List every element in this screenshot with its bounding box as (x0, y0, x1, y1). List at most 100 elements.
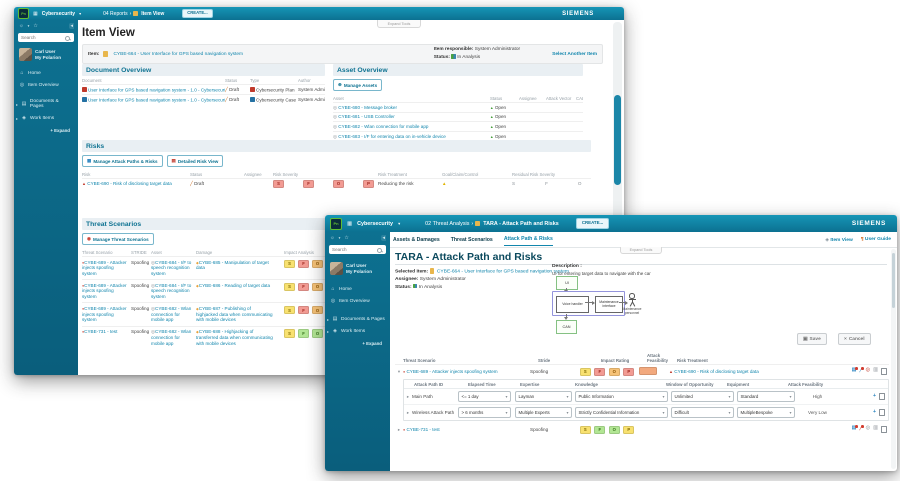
app-switcher[interactable]: Cybersecurity (41, 10, 76, 17)
column-header[interactable]: Goal/Claim/Control (442, 172, 479, 177)
asset-link[interactable]: CYBE-681 - USB Controller (338, 114, 395, 120)
asset-link[interactable]: CYBE-684 - I/F to speech recognition sys… (151, 282, 192, 300)
column-header[interactable]: Status (190, 172, 203, 177)
window-of-opportunity-select[interactable]: Difficult ▾ (671, 407, 734, 419)
column-header[interactable]: Attack Vector (546, 96, 572, 101)
target-icon[interactable]: ◎ (865, 425, 871, 432)
item-link[interactable]: CYBE-664 - User Interface for GPS based … (113, 51, 244, 57)
asset-link[interactable]: CYBE-683 - I/F for entering data on in-v… (338, 133, 446, 139)
diagram-maintenance-interface-box[interactable]: Maintenance interface (595, 296, 623, 313)
column-header[interactable]: CAL (576, 96, 583, 101)
sidebar-item-item-overview[interactable]: ◎ Item Overview (325, 295, 390, 307)
column-header[interactable]: Attack Path ID (414, 382, 444, 388)
sidebar-item-work-items[interactable]: ▸ ◈ Work Items (325, 325, 390, 337)
tab-assets-damages[interactable]: Assets & Damages (393, 236, 440, 243)
column-header[interactable]: Risk Severity (273, 172, 299, 177)
column-header[interactable]: Author (298, 78, 311, 83)
collapse-row-icon[interactable]: ▾ (397, 368, 401, 374)
edit-icon[interactable]: ╱ (859, 366, 865, 374)
manage-threat-scenarios-button[interactable]: ◉ Manage Threat Scenarios (82, 233, 154, 245)
expander-icon[interactable]: ▸ (16, 115, 19, 121)
column-header[interactable]: Risk Treatment (378, 172, 407, 177)
column-header[interactable]: Status (225, 78, 238, 83)
damage-link[interactable]: CYBE-687 - Publishing of highjacked data… (196, 305, 273, 323)
column-header[interactable]: Assignee (519, 96, 537, 101)
manage-assets-button[interactable]: ⊕ Manage Assets (333, 79, 383, 91)
expand-tools-tab[interactable]: Expand Tools (377, 20, 421, 28)
equipment-select[interactable]: MultipleBespoke ▾ (737, 407, 795, 419)
cancel-button[interactable]: × Cancel (838, 333, 871, 345)
expander-icon[interactable]: ▸ (327, 328, 330, 334)
gear-icon[interactable]: ☼ (19, 23, 24, 29)
column-header[interactable]: Risk Treatment (677, 358, 708, 364)
expander-icon[interactable]: ▸ (397, 426, 401, 432)
column-header[interactable]: Threat Scenario (82, 250, 113, 255)
column-header[interactable]: Equipment (727, 382, 750, 388)
column-header[interactable]: Attack Feasibility (787, 382, 824, 388)
selected-item-link[interactable]: CYBE-664 - User Interface for GPS based … (436, 269, 569, 275)
column-header[interactable]: Window of Opportunity (666, 382, 714, 388)
damage-link[interactable]: CYBE-685 - Manipulation of target data (196, 259, 269, 271)
threat-link[interactable]: CYBE-689 - Attacker injects spoofing sys… (82, 282, 127, 300)
caret-icon[interactable]: ▾ (27, 24, 30, 28)
delete-icon[interactable] (881, 368, 887, 376)
breadcrumb-group[interactable]: 02 Threat Analysis (425, 220, 470, 227)
diagram-can-box[interactable]: CAN (556, 320, 577, 334)
sidebar-item-work-items[interactable]: ▸ ◈ Work Items (14, 112, 78, 124)
column-header[interactable]: STRIDE (131, 250, 147, 255)
polarion-logo-icon[interactable]: Pn (18, 8, 29, 19)
column-header[interactable]: Asset (333, 96, 344, 101)
diagram-voice-handler-box[interactable]: Voice handler (556, 296, 589, 313)
user-guide-link[interactable]: ¶ User Guide (860, 237, 891, 242)
asset-link[interactable]: CYBE-682 - Wlan connection for mobile ap… (151, 305, 192, 323)
table-row[interactable]: ◎ CYBE-682 - Wlan connection for mobile … (333, 121, 583, 131)
sidebar-item-home[interactable]: ⌂ Home (325, 283, 390, 295)
column-header[interactable]: Asset (151, 250, 162, 255)
star-icon[interactable]: ☆ (33, 23, 38, 29)
damage-link[interactable]: CYBE-688 - Highjacking of transferred da… (196, 329, 273, 346)
sidebar-item-item-overview[interactable]: ◎ Item Overview (14, 79, 78, 91)
threat-group-row[interactable]: ▾ ● CYBE-689 - Attacker injects spoofing… (395, 364, 889, 378)
item-view-link[interactable]: ◈ Item View (825, 237, 853, 243)
collapse-sidebar-icon[interactable]: ◂ (381, 235, 386, 241)
edit-icon[interactable]: ╱ (859, 424, 865, 432)
tab-threat-scenarios[interactable]: Threat Scenarios (450, 236, 493, 243)
knowledge-select[interactable]: Public Information ▾ (575, 391, 668, 403)
asset-link[interactable]: CYBE-684 - I/F to speech recognition sys… (151, 259, 192, 276)
select-another-item-link[interactable]: Select Another Item (552, 51, 597, 57)
scrollbar-thumb[interactable] (614, 95, 621, 185)
collapse-sidebar-icon[interactable]: ◂ (69, 23, 74, 29)
column-header[interactable]: Assignee (244, 172, 262, 177)
threat-link[interactable]: CYBE-689 - Attacker injects spoofing sys… (406, 369, 498, 375)
search-input[interactable] (18, 33, 74, 42)
elapsed-time-select[interactable]: > 6 months ▾ (458, 407, 511, 419)
document-link[interactable]: User Interface for GPS based navigation … (88, 97, 225, 103)
column-header[interactable]: Attack Feasibility (647, 353, 669, 363)
sidebar-item-documents[interactable]: ▸ ▤ Documents & Pages (325, 313, 390, 325)
target-icon[interactable]: ◎ (865, 367, 871, 374)
sidebar-item-documents[interactable]: ▸ ▤ Documents & Pages (14, 96, 78, 112)
column-header[interactable]: Impact Rating (600, 358, 630, 364)
risk-link[interactable]: CYBE-690 - Risk of disclosing target dat… (674, 369, 759, 375)
expander-icon[interactable]: ▸ (16, 101, 19, 107)
scrollbar[interactable] (613, 22, 622, 372)
column-header[interactable]: Risk (82, 172, 91, 177)
tab-attack-path-risks[interactable]: Attack Path & Risks (503, 233, 553, 246)
threat-group-row[interactable]: ▸ ● CYBE-731 - test Spoofing S F O P ▦ ╱… (395, 423, 889, 436)
table-row[interactable]: User Interface for GPS based navigation … (82, 94, 325, 104)
breadcrumb-page[interactable]: TARA - Attack Path and Risks (483, 220, 559, 227)
create-button[interactable]: CREATE... (182, 8, 213, 19)
expand-tools-tab[interactable]: Expand Tools (620, 247, 662, 254)
copy-icon[interactable]: ▥ (873, 367, 878, 374)
column-header[interactable]: Threat Scenario (403, 358, 436, 364)
column-header[interactable]: Stride (538, 358, 551, 364)
column-header[interactable]: Knowledge (575, 382, 598, 388)
damage-link[interactable]: CYBE-686 - Reading of target data (198, 282, 271, 288)
app-switcher[interactable]: Cybersecurity (357, 220, 394, 227)
matrix-icon[interactable]: ▦ (851, 424, 858, 432)
table-row[interactable]: ◎ CYBE-680 - Message broker ▲ Open (333, 102, 583, 112)
document-link[interactable]: User Interface for GPS based navigation … (88, 87, 225, 92)
user-profile[interactable]: Carl User My Polarion (14, 44, 78, 65)
window-of-opportunity-select[interactable]: Unlimited ▾ (671, 391, 734, 403)
table-row[interactable]: ◎ CYBE-681 - USB Controller ▲ Open (333, 111, 583, 122)
